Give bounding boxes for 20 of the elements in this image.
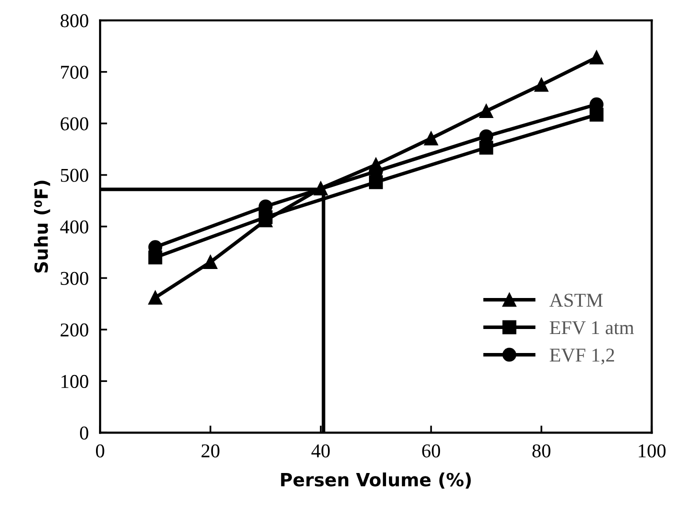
y-tick-label: 400 [60, 220, 88, 234]
y-tick-label: 700 [61, 66, 88, 79]
legend-label: EFV 1 atm [550, 321, 634, 334]
y-tick-label: 800 [60, 14, 88, 28]
y-tick-label: 100 [62, 374, 88, 388]
y-tick-label: 500 [60, 168, 88, 182]
y-tick-label: 200 [60, 323, 88, 337]
x-tick-label: 40 [311, 444, 330, 458]
legend-label: ASTM [549, 294, 603, 307]
y-tick-label: 0 [80, 426, 88, 440]
x-tick-label: 0 [96, 444, 104, 458]
x-tick-label: 60 [422, 444, 440, 458]
x-tick-label: 20 [202, 444, 220, 458]
y-tick-label: 600 [60, 117, 88, 130]
y-tick-label: 300 [60, 272, 88, 285]
x-axis-title: Persen Volume (%) [281, 472, 471, 489]
y-axis-title: Suhu (⁰F) [34, 180, 50, 273]
legend-label: EVF 1,2 [550, 348, 614, 365]
x-tick-label: 100 [638, 444, 666, 458]
x-tick-label: 80 [532, 444, 550, 458]
